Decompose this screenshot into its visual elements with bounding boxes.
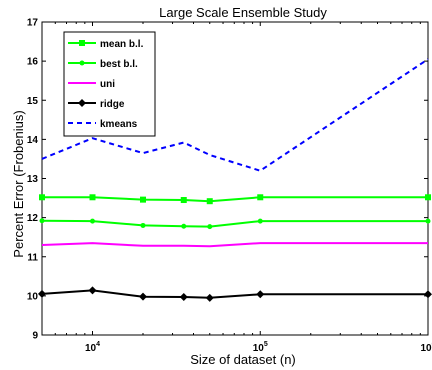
series-ridge [38,286,432,302]
series-line-kmeans [41,58,429,172]
series-mean-b-l [39,194,431,205]
legend-label-best-b-l: best b.l. [100,59,138,70]
data-point-mean-b-l [39,194,45,201]
legend-marker-mean-b-l [79,40,85,46]
series-group [38,58,432,302]
legend-marker-best-b-l [79,60,85,66]
data-point-best-b-l [39,218,45,224]
y-tick-label: 10 [27,291,39,302]
data-point-best-b-l [425,218,431,224]
data-point-ridge [138,292,147,301]
y-tick-label: 9 [32,331,38,342]
series-uni [41,242,428,248]
legend: mean b.l. best b.l. uni ridge kmeans [63,31,156,137]
data-point-ridge [88,286,97,295]
legend-marker-ridge [78,99,86,107]
y-tick-label: 17 [27,18,39,29]
series-kmeans [41,58,429,172]
data-point-ridge [256,290,265,299]
data-point-mean-b-l [257,194,264,201]
data-point-mean-b-l [89,194,96,201]
legend-label-ridge: ridge [100,99,125,110]
data-point-ridge [424,290,432,299]
y-tick-label: 15 [27,96,39,107]
tick-group: 9 10 11 12 13 14 15 16 17 104 105 106 [27,18,432,355]
y-tick-label: 11 [27,252,38,263]
data-point-best-b-l [207,224,213,230]
data-point-mean-b-l [206,198,213,205]
data-point-mean-b-l [180,197,187,204]
data-point-best-b-l [89,218,95,224]
data-point-best-b-l [140,222,146,228]
legend-label-mean-b-l: mean b.l. [100,39,144,50]
series-line-uni [41,242,428,248]
data-point-ridge [38,289,46,298]
x-tick-label: 104 [85,341,100,354]
legend-label-uni: uni [100,79,115,90]
y-tick-label: 14 [27,135,39,146]
data-point-best-b-l [257,218,263,224]
x-axis-label: Size of dataset (n) [190,352,296,367]
chart-title: Large Scale Ensemble Study [159,5,327,20]
data-point-ridge [179,293,188,302]
y-tick-label: 13 [27,174,39,185]
x-tick-label: 105 [253,341,268,354]
legend-label-kmeans: kmeans [100,119,138,130]
data-point-mean-b-l [139,196,146,203]
series-best-b-l [39,218,431,230]
data-point-ridge [205,293,214,302]
x-tick-label: 106 [420,341,432,354]
y-tick-label: 12 [27,213,39,224]
data-point-best-b-l [181,223,187,229]
y-axis-label: Percent Error (Frobenius) [11,110,26,257]
y-tick-label: 16 [27,57,39,68]
data-point-mean-b-l [425,194,431,201]
